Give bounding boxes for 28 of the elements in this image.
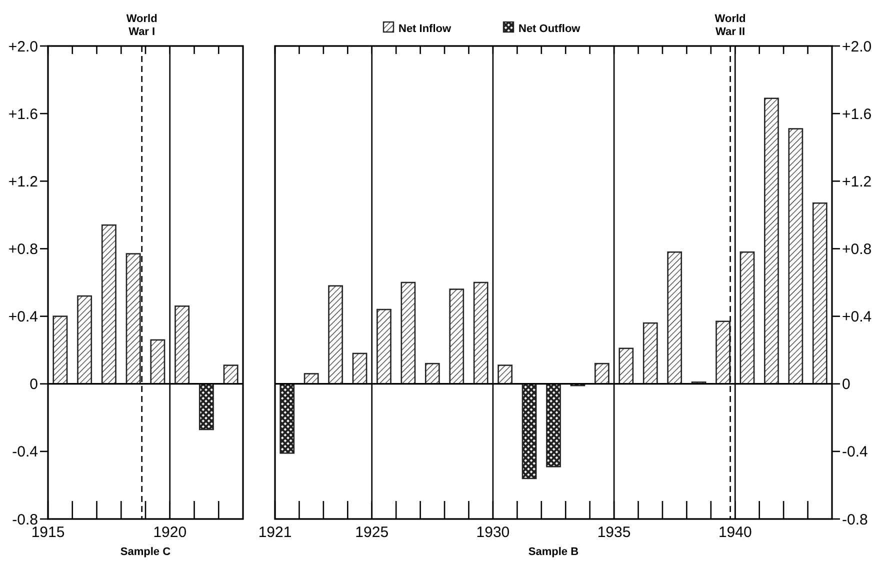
x-tick-label: 1940 bbox=[718, 524, 752, 541]
x-tick-label: 1920 bbox=[153, 524, 187, 541]
legend-label: Net Outflow bbox=[518, 23, 581, 35]
y2-tick-label: +2.0 bbox=[842, 38, 872, 56]
y2-tick-label: +1.6 bbox=[842, 106, 872, 123]
y-tick-label: +2.0 bbox=[8, 38, 38, 56]
x-tick-label: 1925 bbox=[355, 524, 389, 541]
y2-tick-label: +0.4 bbox=[842, 308, 872, 326]
y-tick-label: +1.6 bbox=[8, 106, 38, 123]
x-tick-label: 1915 bbox=[31, 524, 65, 541]
y2-tick-label: 0 bbox=[842, 376, 850, 394]
x-tick-label: 1921 bbox=[258, 524, 292, 541]
x-axis-title: Sample B bbox=[528, 546, 579, 558]
y2-tick-label: -0.4 bbox=[842, 444, 868, 461]
y2-tick-label: +0.8 bbox=[842, 240, 872, 258]
y2-tick-label: -0.8 bbox=[842, 511, 868, 528]
y-tick-label: +0.8 bbox=[8, 240, 38, 258]
y2-tick-label: +1.2 bbox=[842, 173, 872, 190]
x-tick-label: 1930 bbox=[476, 524, 510, 541]
ref-line-label: World War II bbox=[714, 13, 746, 38]
legend-label: Net Inflow bbox=[398, 23, 452, 35]
ref-line-label: World War I bbox=[126, 13, 158, 38]
x-axis-title: Sample C bbox=[120, 546, 171, 558]
y-tick-label: 0 bbox=[30, 376, 38, 394]
x-tick-label: 1935 bbox=[597, 524, 631, 541]
y-tick-label: +0.4 bbox=[8, 308, 38, 326]
y-tick-label: +1.2 bbox=[8, 173, 38, 190]
y-tick-label: -0.4 bbox=[12, 444, 38, 461]
